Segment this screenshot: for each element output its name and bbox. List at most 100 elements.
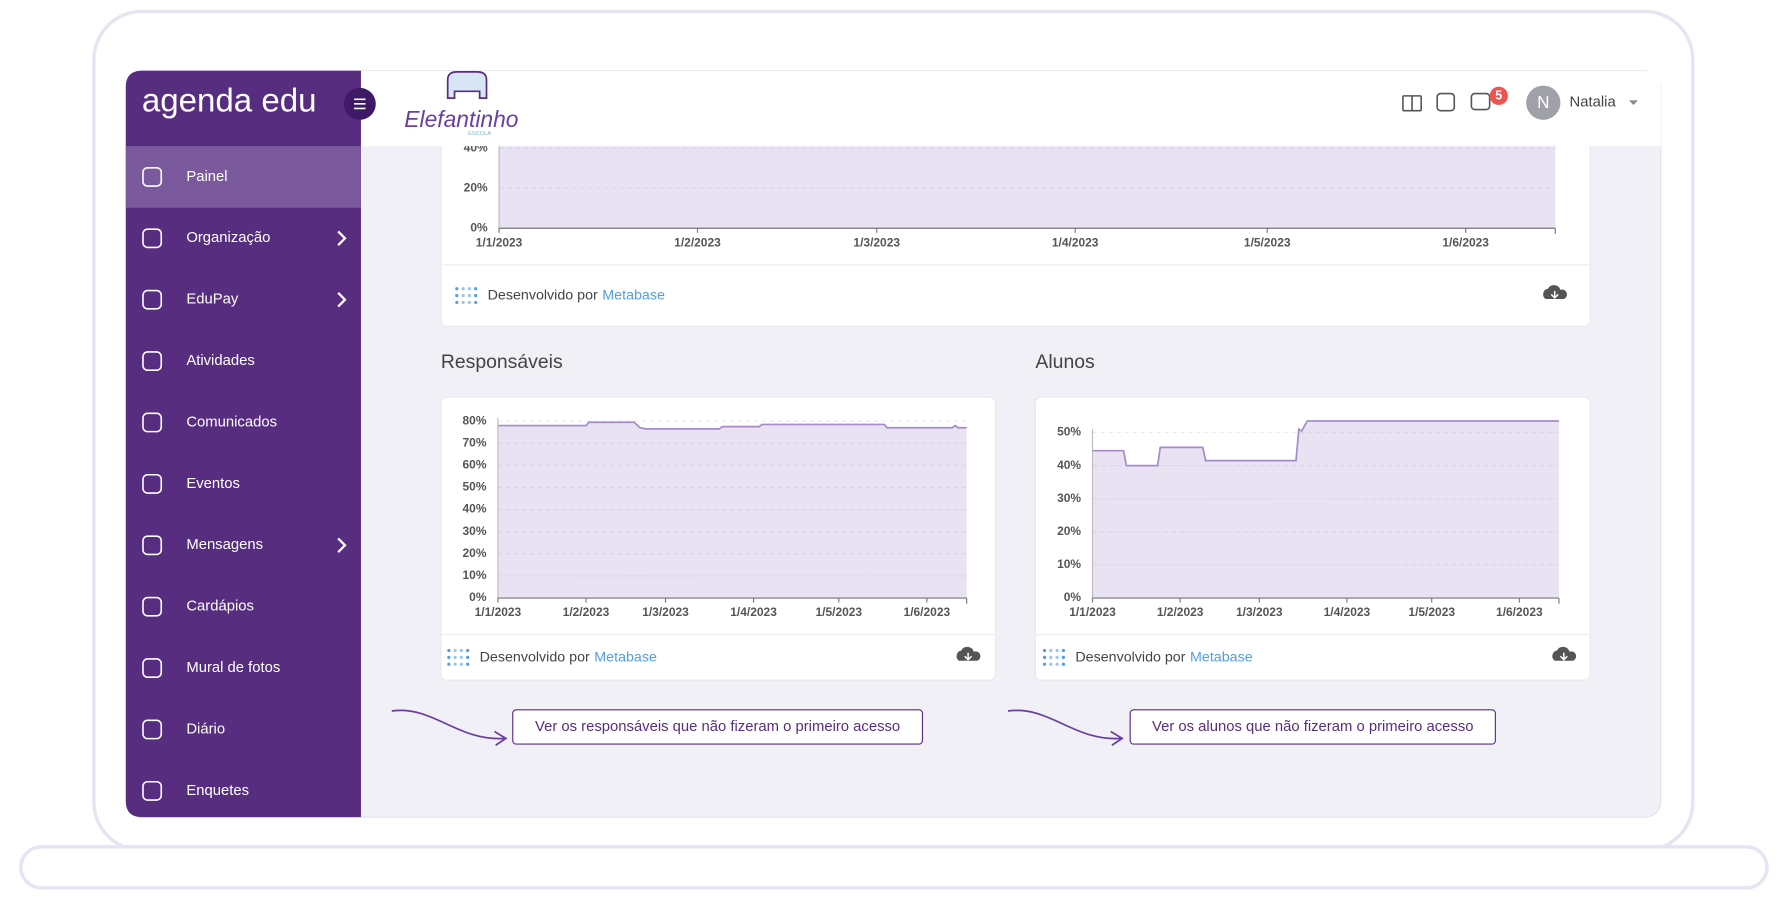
icon-dot (459, 655, 463, 659)
menu-item[interactable]: Comunicados (186, 414, 277, 430)
plot (497, 421, 967, 599)
icon-dot (1042, 655, 1047, 659)
footer-label: Desenvolvido por (480, 649, 590, 665)
x-tick-label: 1/6/2023 (904, 605, 951, 619)
x-tick-label: 1/5/2023 (815, 605, 862, 619)
footer-text: Desenvolvido por Metabase (488, 287, 665, 303)
y-tick-label: 50% (463, 480, 487, 494)
user-caret[interactable] (1628, 100, 1639, 105)
y-tick-label: 70% (463, 435, 487, 449)
chat-icon[interactable] (1470, 92, 1491, 111)
avatar[interactable] (1526, 85, 1561, 120)
x-tick-label: 1/2/2023 (1157, 605, 1204, 619)
menu-item[interactable]: Mensagens (186, 537, 263, 553)
menu-item[interactable]: Atividades (186, 353, 254, 369)
menu-item[interactable]: Cardápios (186, 599, 254, 615)
button[interactable]: Ver os responsáveis que não fizeram o pr… (512, 709, 924, 745)
icon-dot (466, 648, 470, 653)
menu-icon (142, 596, 163, 617)
icon-dot (455, 300, 459, 305)
plot (1092, 420, 1559, 599)
help-icon[interactable] (1436, 92, 1456, 112)
y-tick-label: 30% (1057, 491, 1081, 505)
y-tick-label: 20% (1057, 524, 1081, 538)
school-sub: ESCOLA (468, 131, 491, 137)
icon-dot (1049, 648, 1053, 653)
x-tick-label: 1/5/2023 (1244, 235, 1291, 249)
footer-link[interactable]: Metabase (594, 649, 657, 665)
x-tick-label: 1/1/2023 (475, 605, 522, 619)
button-label[interactable]: Ver os responsáveis que não fizeram o pr… (535, 719, 900, 735)
footer-label: Desenvolvido por (1075, 649, 1185, 665)
footer-link[interactable]: Metabase (602, 287, 665, 303)
menu-icon (142, 658, 163, 679)
menu-item[interactable]: Painel (186, 169, 227, 185)
header-bar (360, 70, 1661, 147)
menu-icon (142, 719, 163, 740)
menu-active-bg (125, 146, 361, 208)
icon-dot (1061, 655, 1065, 659)
menu-item[interactable]: Mural de fotos (186, 660, 280, 676)
x-tick-label: 1/4/2023 (1052, 235, 1099, 249)
line (1092, 420, 1559, 467)
menu-toggle-icon (354, 98, 366, 110)
icon-dot (455, 293, 459, 298)
x-tick-label: 1/4/2023 (730, 605, 777, 619)
x-tick-label: 1/5/2023 (1408, 605, 1455, 619)
badge (1489, 86, 1508, 105)
download-arrow (964, 652, 973, 661)
icon-dot (1055, 655, 1059, 659)
y-tick-label: 20% (464, 180, 488, 194)
y-tick-label: 40% (463, 502, 487, 516)
menu-item[interactable]: Organização (186, 230, 270, 246)
x-tick-label: 1/3/2023 (1236, 605, 1283, 619)
menu-icon (142, 535, 163, 556)
area (499, 146, 1556, 229)
footer-link[interactable]: Metabase (1190, 649, 1253, 665)
button-frame[interactable] (512, 709, 924, 745)
menu-item[interactable]: Enquetes (186, 783, 249, 799)
menu-item[interactable]: EduPay (186, 292, 239, 308)
button-frame[interactable] (1129, 709, 1496, 745)
menu-item[interactable]: Diário (186, 721, 225, 737)
menu-icon (142, 473, 163, 494)
icon-dot (1055, 648, 1059, 653)
icon-dot (467, 293, 471, 298)
button-label[interactable]: Ver os alunos que não fizeram o primeiro… (1152, 719, 1473, 735)
icon-dot (447, 648, 451, 653)
menu-chevron (337, 230, 347, 246)
icon-dot (461, 300, 465, 305)
y-tick-label: 30% (463, 524, 487, 538)
charts: 0% 20% 40% 1/1/2023 1/2/2023 1/3/2023 1/4/2023… (463, 141, 1560, 619)
y-tick-label: 40% (1057, 458, 1081, 472)
icon-dot (461, 293, 465, 298)
y-tick-label: 50% (1057, 425, 1081, 439)
menu-chevron (337, 292, 347, 308)
menu-item[interactable]: Eventos (186, 476, 240, 492)
button[interactable]: Ver os alunos que não fizeram o primeiro… (1129, 709, 1496, 745)
x-tick-label: 1/2/2023 (563, 605, 610, 619)
icon-dot (467, 300, 471, 305)
header: Elefantinho ESCOLA 5 N Natalia (360, 70, 1661, 147)
icon-dot (474, 293, 478, 298)
menu-chevron (337, 537, 347, 553)
icon-dot (453, 662, 457, 666)
footer-text: Desenvolvido por Metabase (1075, 649, 1252, 665)
icon-dot (459, 662, 463, 666)
icon-dot (466, 662, 470, 666)
menu-icon (142, 351, 163, 372)
chart: 0% 10% 20% 30% 40% 50% 1/1/2023 1/2/2023 1/3/202… (1057, 420, 1560, 619)
y-tick-label: 0% (469, 590, 487, 604)
card (440, 396, 997, 681)
sidebar-bg (125, 70, 361, 818)
chart-title: Alunos (1035, 351, 1094, 373)
icon-dot (474, 300, 478, 305)
x-tick-label: 1/1/2023 (476, 235, 523, 249)
icon-dot (1042, 648, 1047, 653)
user-name[interactable]: Natalia (1570, 95, 1617, 111)
icon-dot (455, 287, 459, 291)
y-tick-label: 60% (463, 458, 487, 472)
x-tick-label: 1/6/2023 (1496, 605, 1543, 619)
